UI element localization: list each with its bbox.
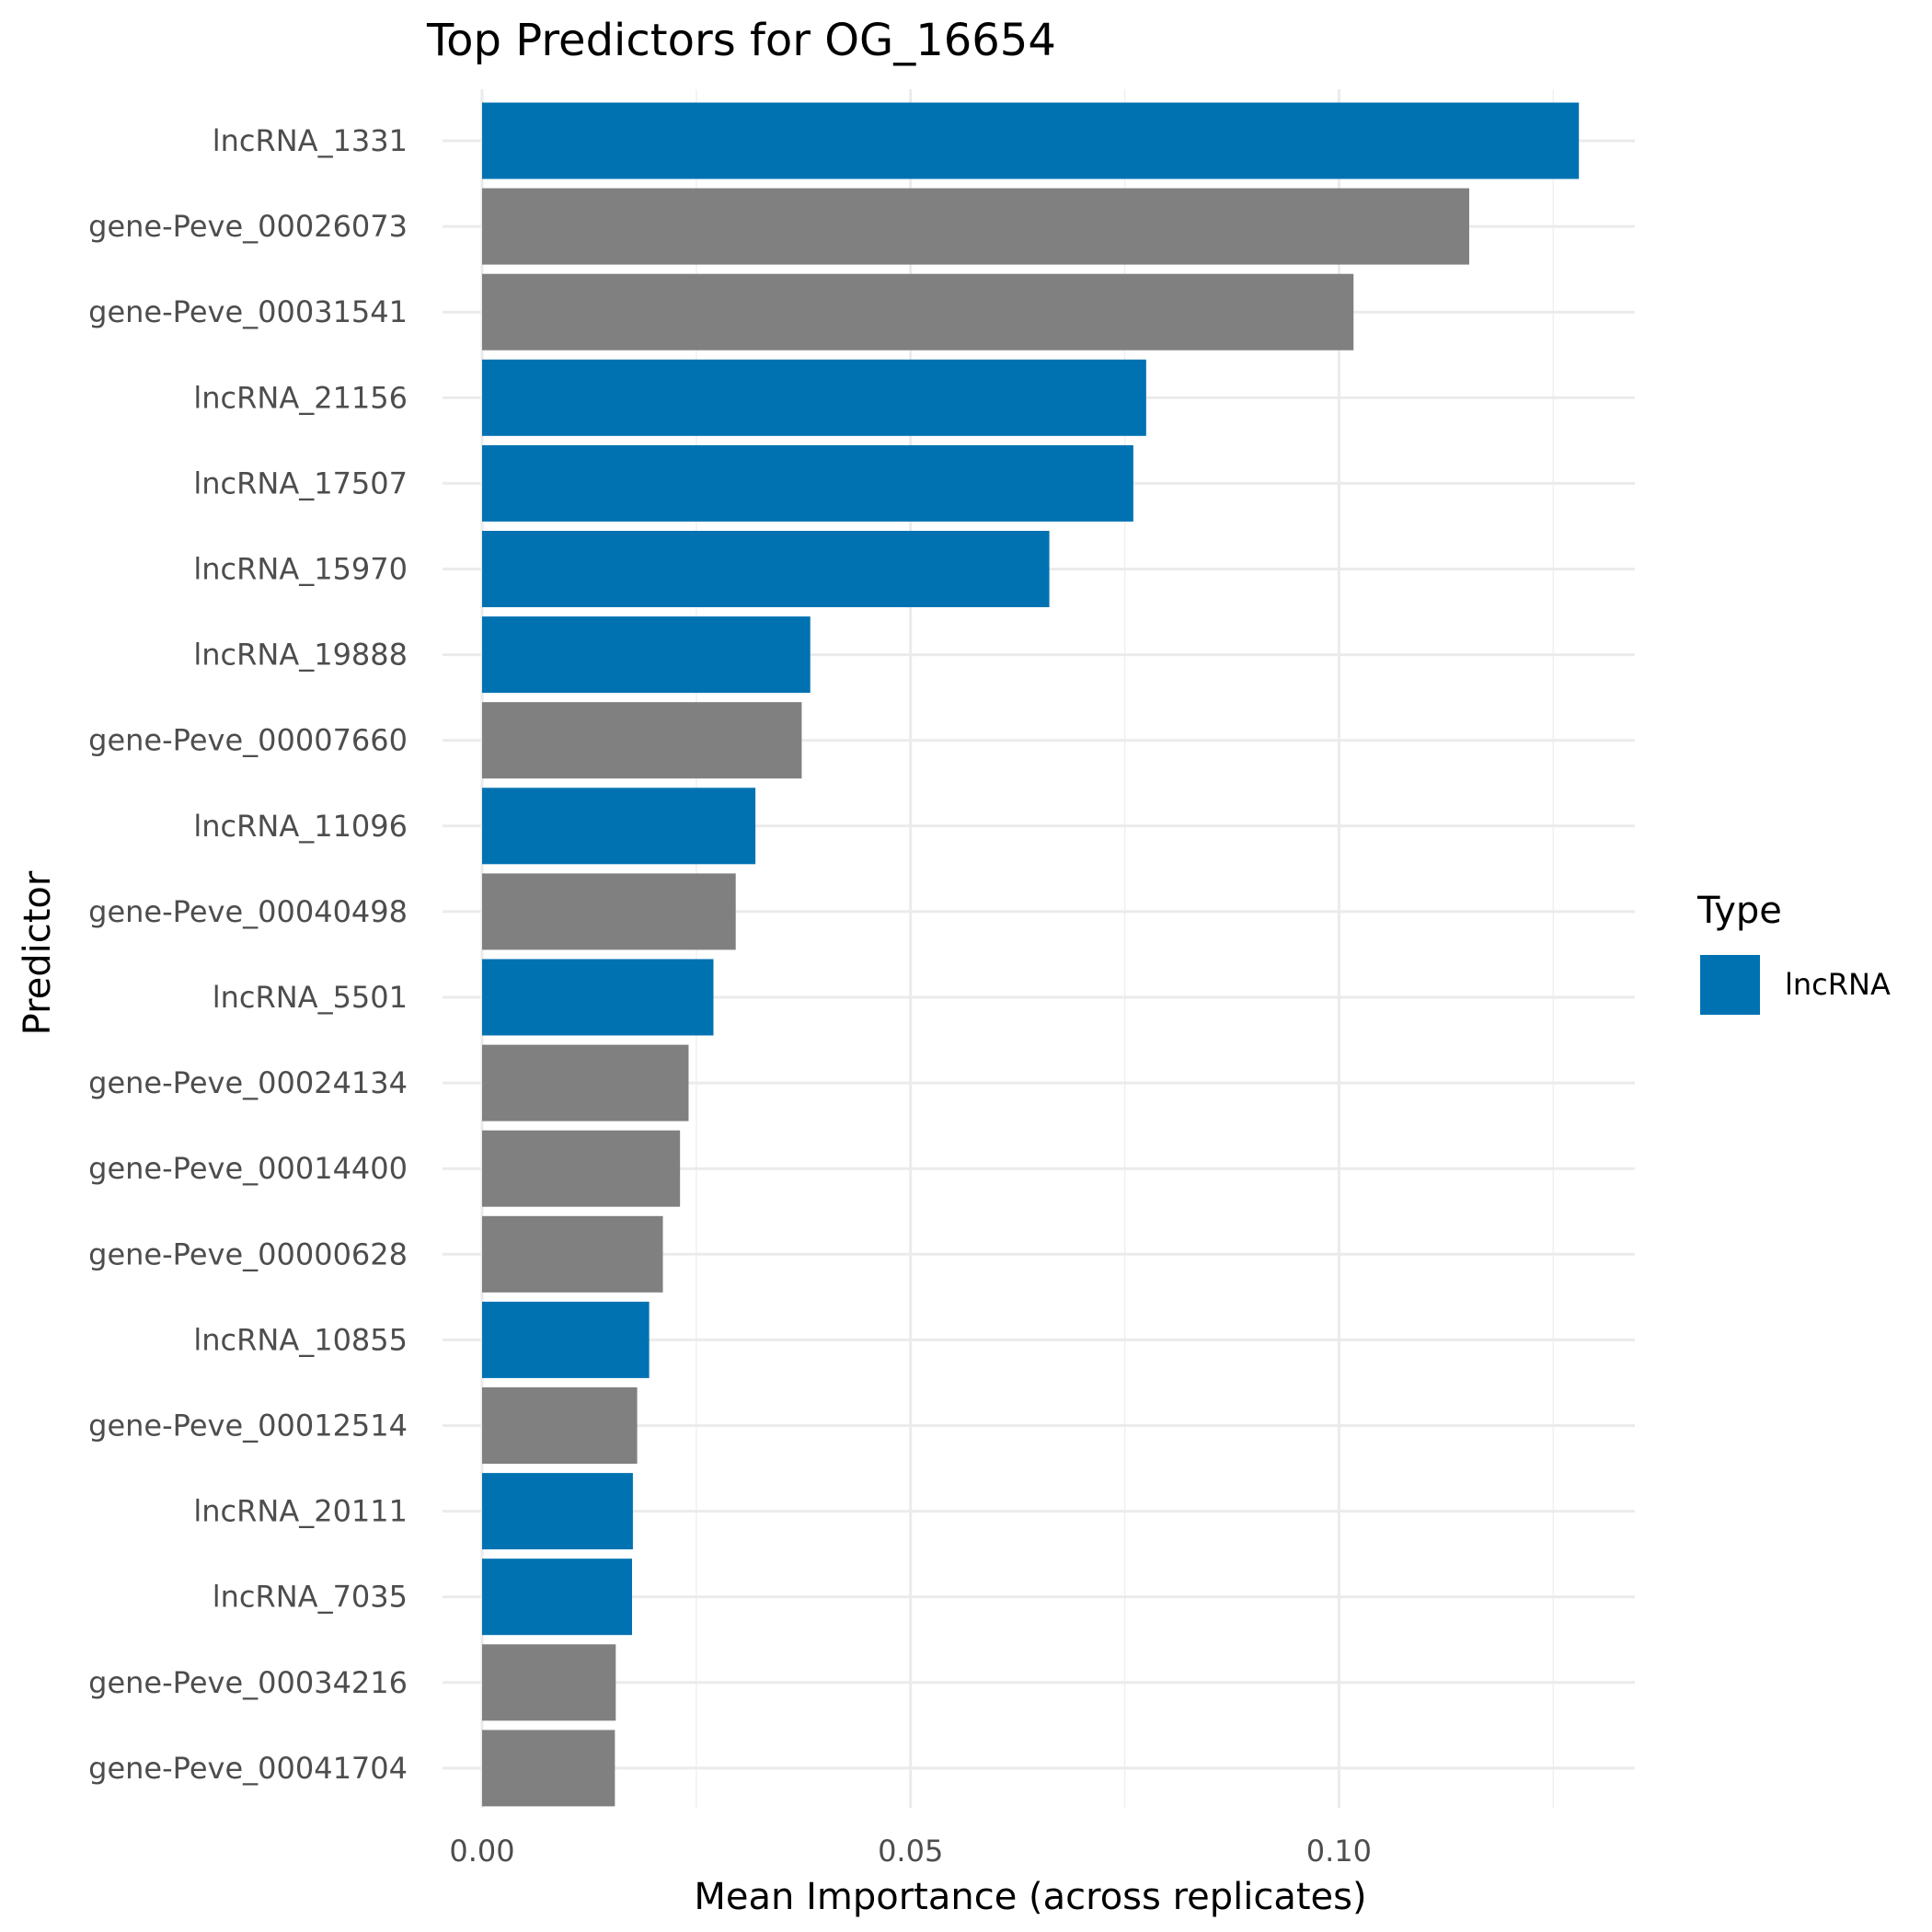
- bar-lncRNA_17507: [482, 444, 1133, 522]
- y-tick-label: lncRNA_20111: [193, 1494, 408, 1529]
- y-tick-label: gene-Peve_00040498: [88, 894, 408, 929]
- y-tick-label: gene-Peve_00007660: [88, 723, 408, 758]
- y-tick-label: gene-Peve_00000628: [88, 1236, 408, 1271]
- bar-gene-Peve_00007660: [482, 702, 802, 779]
- legend-label-lncRNA: lncRNA: [1785, 967, 1891, 1002]
- y-tick-label: gene-Peve_00012514: [88, 1409, 408, 1443]
- x-tick-label: 0.00: [449, 1834, 514, 1869]
- y-axis-title: Predictor: [17, 870, 59, 1035]
- bar-gene-Peve_00000628: [482, 1215, 663, 1293]
- bar-lncRNA_5501: [482, 959, 714, 1036]
- bar-lncRNA_19888: [482, 616, 811, 694]
- bar-gene-Peve_00041704: [482, 1730, 615, 1807]
- bar-gene-Peve_00014400: [482, 1130, 681, 1207]
- legend: Type lncRNA: [1696, 890, 1891, 1015]
- chart-title: Top Predictors for OG_16654: [426, 15, 1056, 66]
- y-tick-label: gene-Peve_00041704: [88, 1751, 408, 1786]
- bar-lncRNA_21156: [482, 359, 1146, 436]
- y-tick-label: lncRNA_15970: [193, 552, 408, 587]
- y-tick-label: lncRNA_7035: [213, 1580, 408, 1615]
- y-tick-label: gene-Peve_00034216: [88, 1665, 408, 1700]
- bar-lncRNA_10855: [482, 1301, 650, 1378]
- y-tick-label: gene-Peve_00014400: [88, 1151, 408, 1186]
- y-tick-label: lncRNA_21156: [193, 380, 408, 415]
- x-tick-labels: 0.00 0.05 0.10: [449, 1834, 1372, 1869]
- bar-lncRNA_15970: [482, 531, 1050, 607]
- y-tick-label: gene-Peve_00024134: [88, 1065, 408, 1100]
- bar-gene-Peve_00034216: [482, 1644, 616, 1721]
- x-tick-label: 0.05: [878, 1834, 943, 1869]
- bar-gene-Peve_00026073: [482, 188, 1469, 265]
- y-tick-label: lncRNA_11096: [193, 809, 408, 844]
- bar-gene-Peve_00040498: [482, 873, 736, 950]
- y-tick-label: lncRNA_19888: [193, 638, 408, 673]
- bar-lncRNA_20111: [482, 1473, 633, 1550]
- legend-key-lncRNA: [1700, 955, 1760, 1015]
- bar-lncRNA_1331: [482, 102, 1580, 179]
- y-tick-label: lncRNA_17507: [193, 466, 408, 500]
- y-tick-labels: lncRNA_1331 gene-Peve_00026073 gene-Peve_0…: [88, 123, 408, 1786]
- bars: [482, 102, 1580, 1807]
- y-tick-label: lncRNA_5501: [213, 980, 408, 1015]
- bar-gene-Peve_00024134: [482, 1044, 689, 1121]
- y-tick-label: gene-Peve_00031541: [88, 294, 408, 329]
- bar-lncRNA_7035: [482, 1558, 632, 1636]
- x-tick-label: 0.10: [1306, 1834, 1372, 1869]
- bar-lncRNA_11096: [482, 788, 756, 865]
- y-tick-label: lncRNA_10855: [193, 1322, 408, 1357]
- bar-gene-Peve_00031541: [482, 273, 1354, 351]
- x-axis-title: Mean Importance (across replicates): [694, 1876, 1366, 1918]
- y-tick-label: lncRNA_1331: [213, 123, 408, 158]
- y-tick-label: gene-Peve_00026073: [88, 209, 408, 244]
- bar-gene-Peve_00012514: [482, 1387, 638, 1464]
- legend-title: Type: [1696, 890, 1782, 932]
